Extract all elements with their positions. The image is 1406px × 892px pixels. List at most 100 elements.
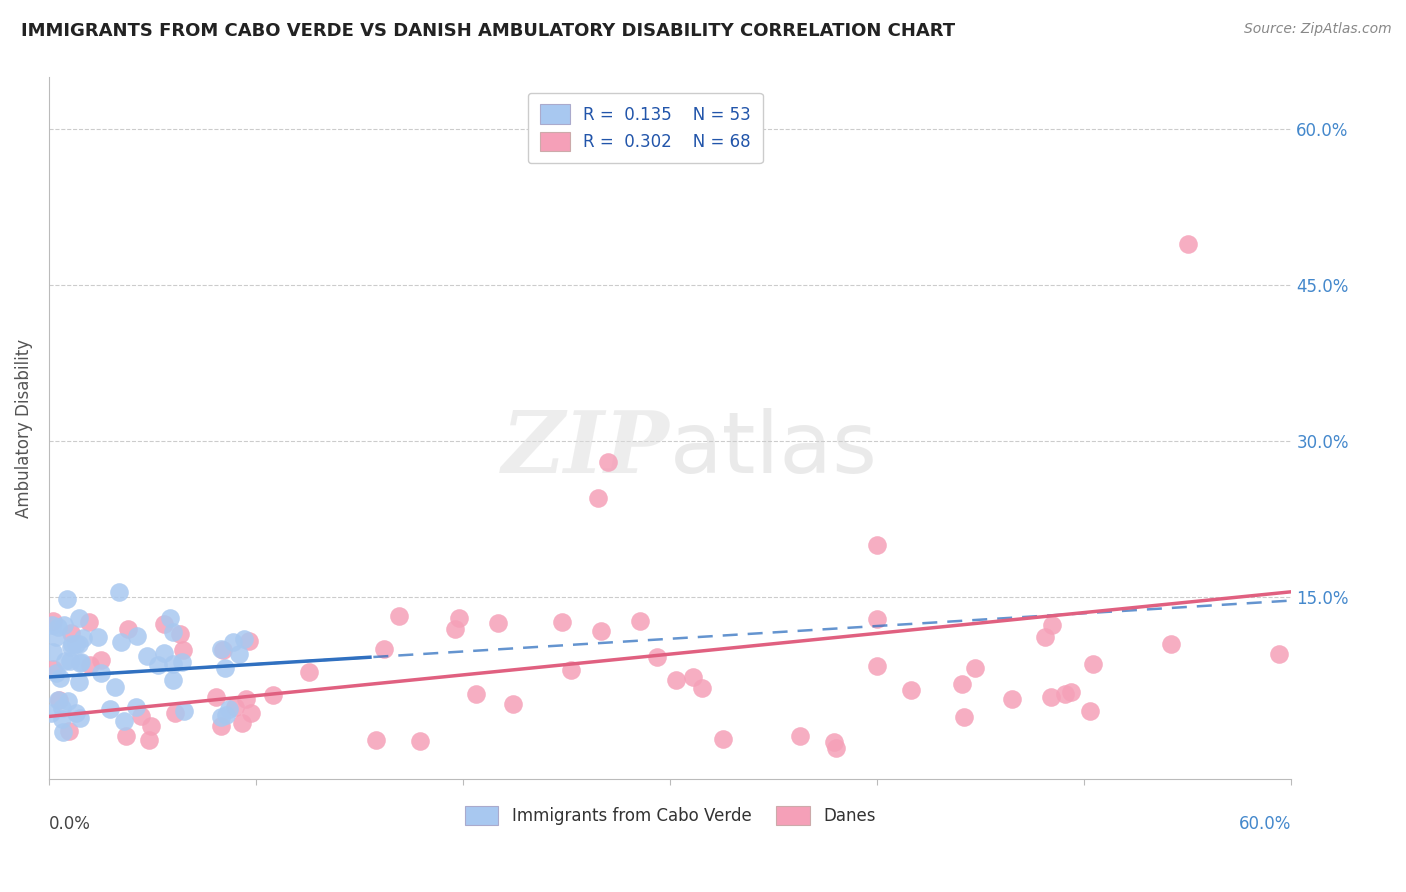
Point — [153, 617, 176, 632]
Point — [233, 632, 256, 647]
Point — [953, 709, 976, 723]
Point — [1033, 630, 1056, 644]
Point — [90, 653, 112, 667]
Point — [49, 671, 72, 685]
Point — [162, 673, 184, 687]
Point — [212, 643, 235, 657]
Point — [214, 661, 236, 675]
Point — [204, 690, 226, 705]
Point — [45, 630, 67, 644]
Point — [65, 636, 87, 650]
Point — [53, 618, 76, 632]
Point — [67, 675, 90, 690]
Point — [1060, 685, 1083, 699]
Point — [153, 646, 176, 660]
Point — [409, 734, 432, 748]
Point — [79, 657, 101, 672]
Point — [228, 647, 250, 661]
Point — [1001, 691, 1024, 706]
Point — [218, 702, 240, 716]
Point — [42, 662, 65, 676]
Point — [665, 673, 688, 687]
Text: ZIP: ZIP — [502, 408, 671, 491]
Point — [215, 707, 238, 722]
Point — [866, 538, 889, 552]
Point — [465, 687, 488, 701]
Point — [172, 655, 194, 669]
Point — [108, 584, 131, 599]
Point — [53, 654, 76, 668]
Point — [447, 611, 470, 625]
Point — [209, 709, 232, 723]
Point — [90, 665, 112, 680]
Point — [104, 680, 127, 694]
Point — [486, 615, 509, 630]
Point — [173, 704, 195, 718]
Point — [44, 665, 66, 680]
Point — [823, 735, 845, 749]
Point — [67, 637, 90, 651]
Point — [39, 706, 62, 721]
Point — [789, 729, 811, 743]
Text: atlas: atlas — [671, 408, 879, 491]
Point — [388, 609, 411, 624]
Point — [51, 712, 73, 726]
Point — [239, 706, 262, 720]
Point — [58, 724, 80, 739]
Point — [59, 625, 82, 640]
Point — [647, 649, 669, 664]
Legend: Immigrants from Cabo Verde, Danes: Immigrants from Cabo Verde, Danes — [457, 797, 884, 833]
Point — [169, 627, 191, 641]
Point — [98, 702, 121, 716]
Point — [586, 491, 609, 506]
Point — [224, 699, 246, 714]
Point — [69, 711, 91, 725]
Point — [1268, 647, 1291, 661]
Point — [444, 622, 467, 636]
Point — [77, 615, 100, 629]
Point — [1083, 657, 1105, 671]
Point — [1160, 637, 1182, 651]
Point — [950, 676, 973, 690]
Point — [1054, 688, 1077, 702]
Point — [165, 706, 187, 720]
Point — [42, 614, 65, 628]
Point — [162, 657, 184, 672]
Point — [41, 645, 63, 659]
Text: Source: ZipAtlas.com: Source: ZipAtlas.com — [1244, 22, 1392, 37]
Point — [502, 697, 524, 711]
Point — [70, 655, 93, 669]
Point — [131, 708, 153, 723]
Point — [209, 719, 232, 733]
Point — [1040, 618, 1063, 632]
Point — [51, 701, 73, 715]
Point — [59, 654, 82, 668]
Point — [138, 733, 160, 747]
Point — [146, 658, 169, 673]
Point — [262, 688, 284, 702]
Point — [112, 714, 135, 728]
Point — [56, 694, 79, 708]
Point — [117, 622, 139, 636]
Point — [172, 643, 194, 657]
Point — [46, 620, 69, 634]
Point — [125, 629, 148, 643]
Point — [866, 612, 889, 626]
Point — [162, 625, 184, 640]
Point — [52, 725, 75, 739]
Point — [69, 657, 91, 671]
Point — [628, 615, 651, 629]
Point — [560, 663, 582, 677]
Point — [115, 730, 138, 744]
Point — [963, 661, 986, 675]
Point — [46, 693, 69, 707]
Text: 60.0%: 60.0% — [1239, 815, 1292, 833]
Point — [682, 670, 704, 684]
Point — [60, 640, 83, 654]
Point — [231, 716, 253, 731]
Point — [1039, 690, 1062, 704]
Point — [60, 637, 83, 651]
Point — [110, 635, 132, 649]
Point — [690, 681, 713, 695]
Point — [67, 611, 90, 625]
